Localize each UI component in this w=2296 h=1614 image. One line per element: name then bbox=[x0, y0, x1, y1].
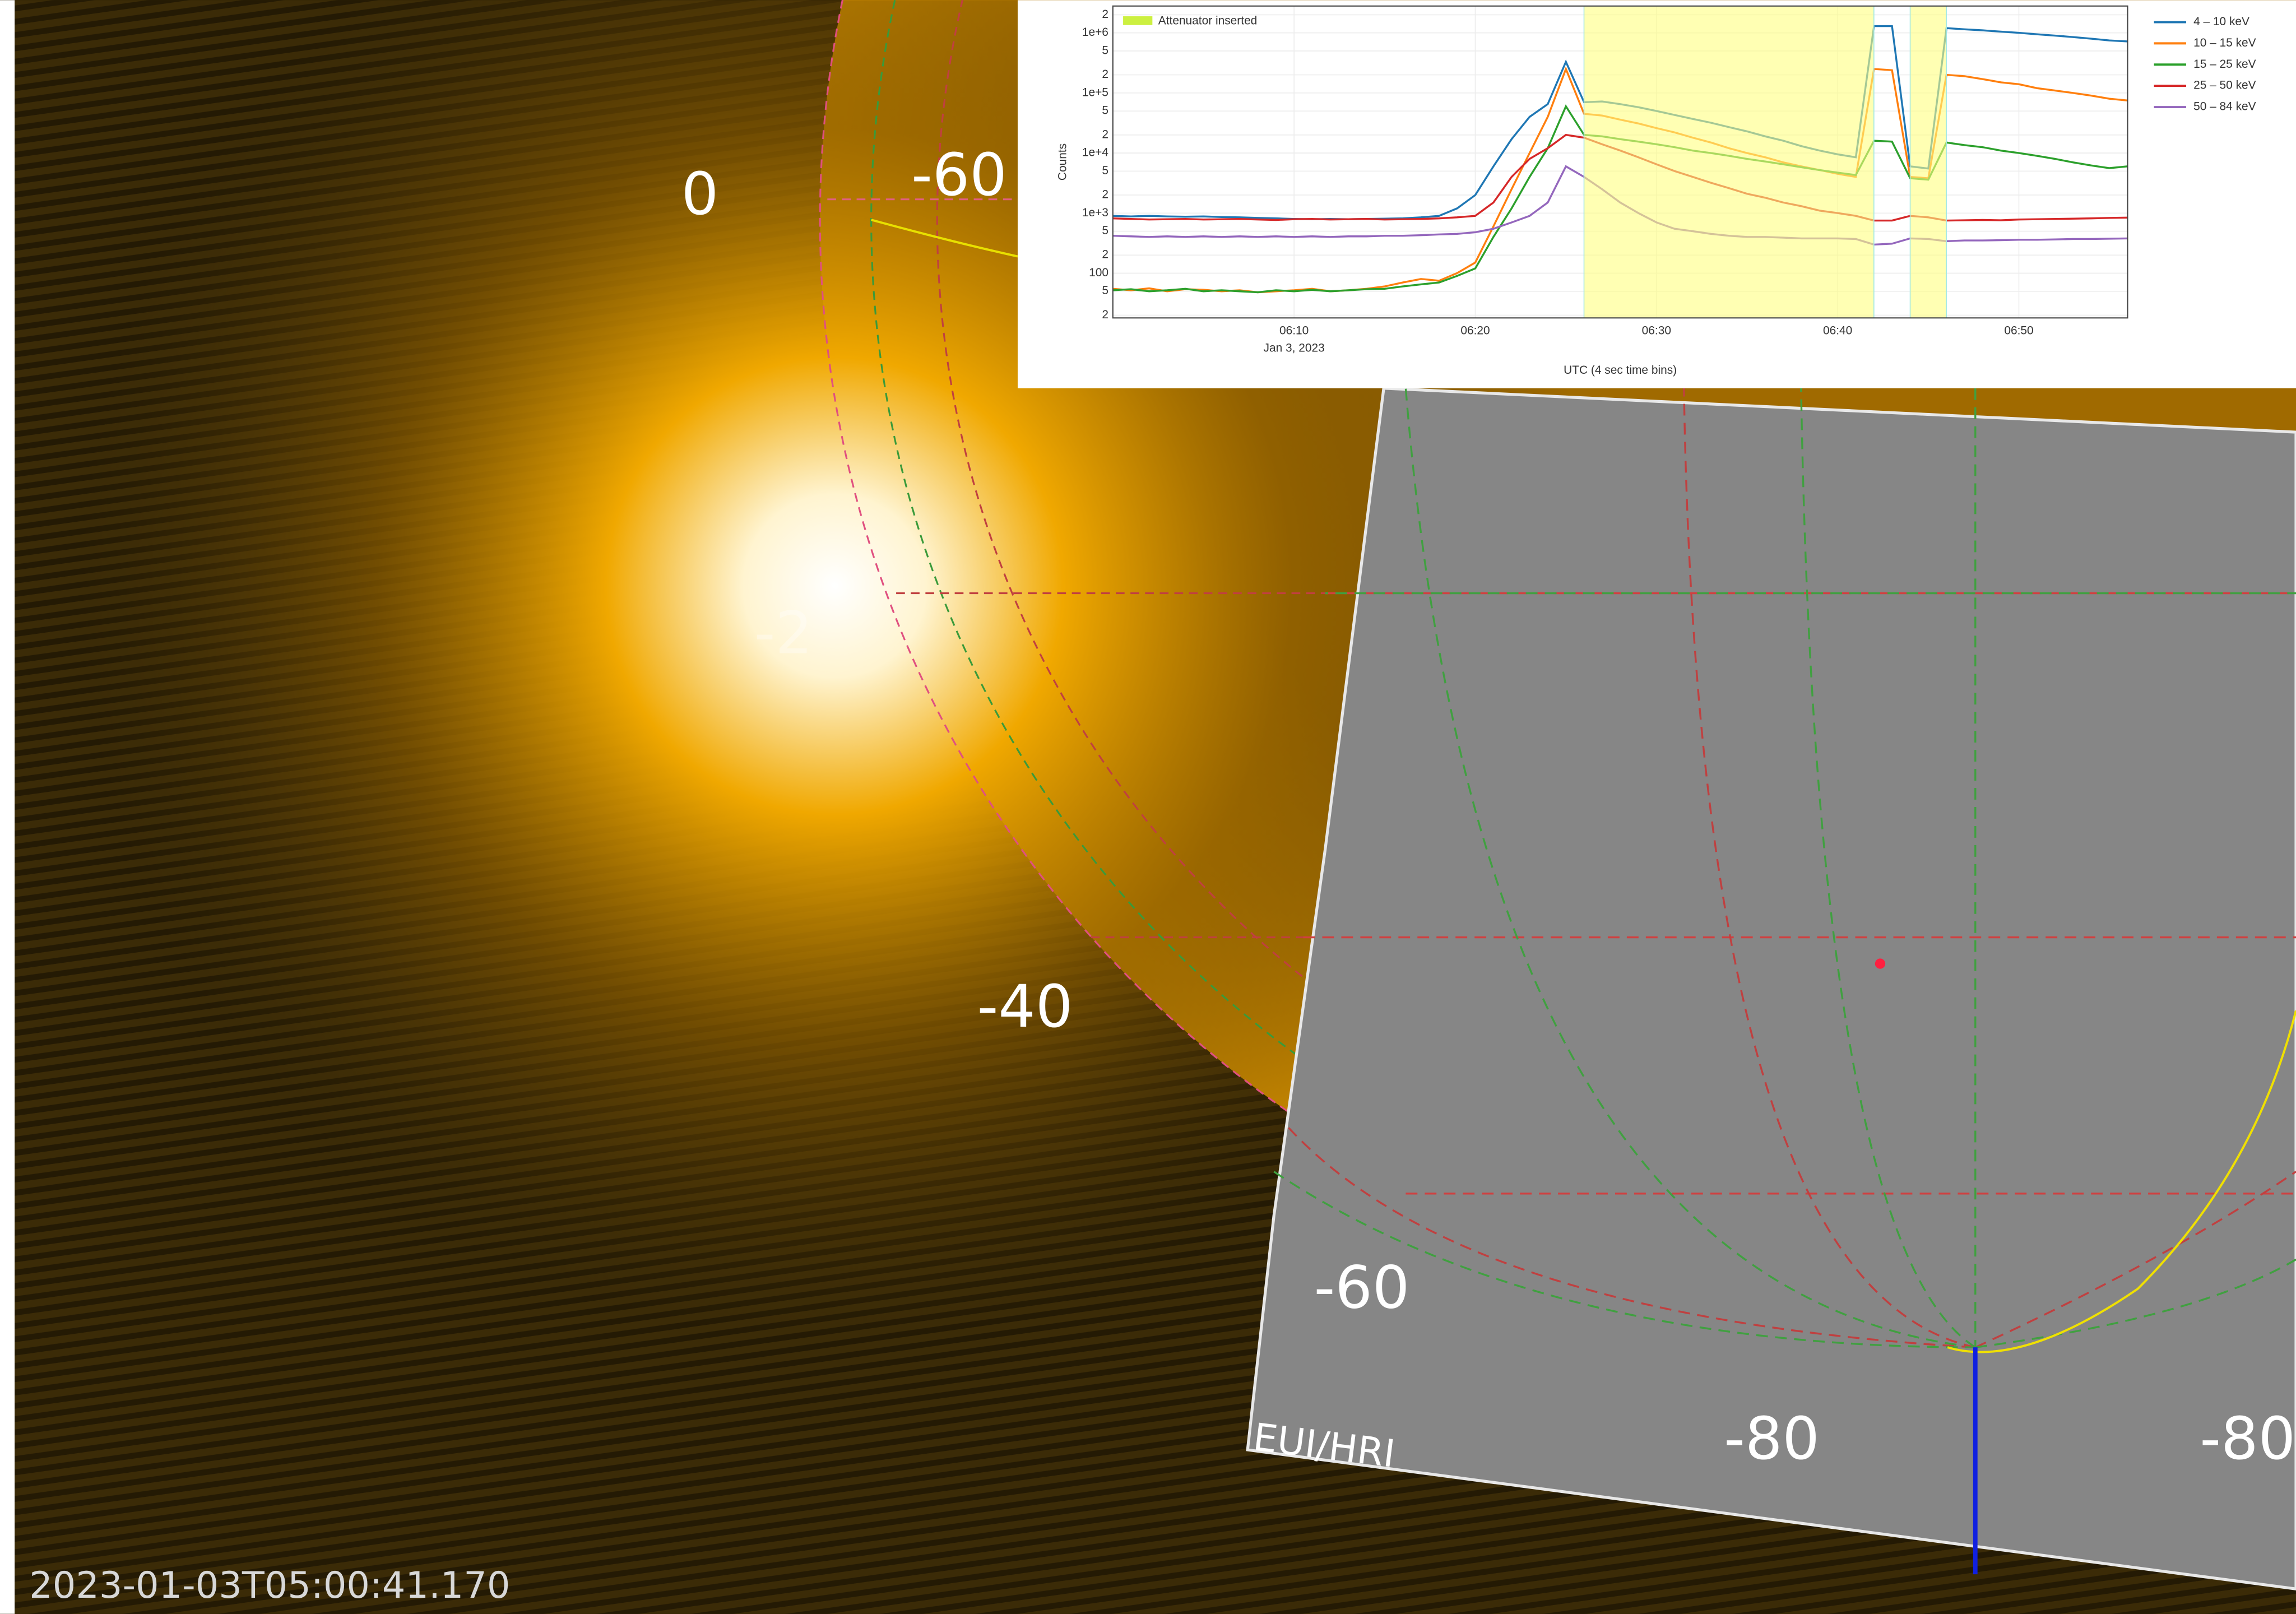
legend-label: 4 – 10 keV bbox=[2193, 15, 2249, 28]
x-tick-label: 06:20 bbox=[1460, 324, 1490, 337]
legend-label: 10 – 15 keV bbox=[2193, 36, 2256, 49]
attenuator-band bbox=[1583, 5, 1875, 319]
y-tick-label: 1e+6 bbox=[1082, 26, 1108, 39]
legend-label: 15 – 25 keV bbox=[2193, 58, 2256, 71]
legend-label: 50 – 84 keV bbox=[2193, 100, 2256, 113]
y-tick-label: 5 bbox=[1102, 104, 1108, 117]
y-tick-label: 5 bbox=[1102, 44, 1108, 57]
y-tick-label: 100 bbox=[1089, 266, 1108, 279]
x-tick-label: 06:40 bbox=[1823, 324, 1852, 337]
x-tick-label: 06:30 bbox=[1642, 324, 1671, 337]
y-tick-label: 2 bbox=[1102, 248, 1108, 261]
x-tick-label: 06:10 bbox=[1279, 324, 1309, 337]
y-tick-label: 2 bbox=[1102, 8, 1108, 21]
grid-label: -2 bbox=[754, 599, 813, 667]
attenuator-legend-swatch bbox=[1123, 16, 1153, 25]
y-tick-label: 2 bbox=[1102, 128, 1108, 141]
grid-label: -80 bbox=[1724, 1404, 1820, 1473]
y-axis-label: Counts bbox=[1056, 143, 1069, 180]
y-tick-label: 1e+3 bbox=[1082, 206, 1108, 219]
x-tick-sublabel: Jan 3, 2023 bbox=[1264, 342, 1325, 355]
y-tick-label: 1e+4 bbox=[1082, 146, 1108, 159]
y-tick-label: 1e+5 bbox=[1082, 86, 1108, 99]
x-tick-label: 06:50 bbox=[2004, 324, 2033, 337]
y-tick-label: 5 bbox=[1102, 224, 1108, 237]
grid-label: -80 bbox=[2200, 1404, 2295, 1473]
attenuator-legend-label: Attenuator inserted bbox=[1158, 15, 1258, 27]
attenuator-band bbox=[1909, 5, 1947, 319]
lightcurve-panel: 2 5 100 2 5 1e+3 2 5 1e+4 2 5 1e+5 2 5 1e+6 2 06:10 Jan 3… bbox=[1017, 0, 2296, 388]
hri-image bbox=[1246, 386, 2296, 1590]
grid-label: 0 bbox=[681, 160, 719, 228]
grid-label: -40 bbox=[977, 972, 1073, 1041]
grid-label: -60 bbox=[1314, 1254, 1410, 1322]
y-tick-label: 5 bbox=[1102, 284, 1108, 297]
y-tick-label: 2 bbox=[1102, 308, 1108, 321]
timestamp: 2023-01-03T05:00:41.170 bbox=[29, 1564, 510, 1607]
grid-label: -60 bbox=[911, 141, 1007, 209]
y-tick-label: 2 bbox=[1102, 68, 1108, 81]
legend-label: 25 – 50 keV bbox=[2193, 79, 2256, 92]
y-tick-label: 2 bbox=[1102, 188, 1108, 201]
x-axis-label: UTC (4 sec time bins) bbox=[1564, 364, 1677, 377]
plot-frame bbox=[1112, 5, 2128, 319]
y-tick-label: 5 bbox=[1102, 164, 1108, 177]
